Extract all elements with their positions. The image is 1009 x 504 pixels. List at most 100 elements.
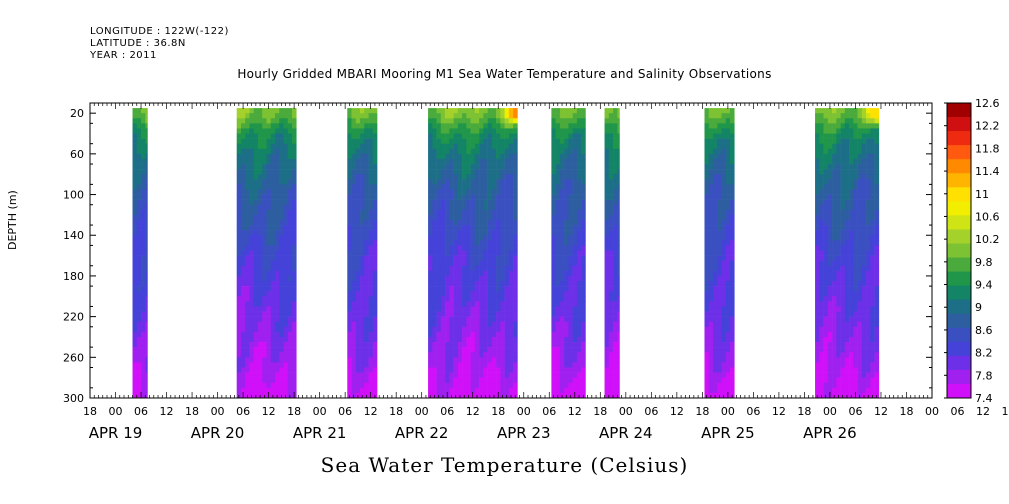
heatmap-cell bbox=[270, 301, 276, 307]
heatmap-cell bbox=[266, 214, 272, 221]
heatmap-cell bbox=[249, 336, 255, 343]
heatmap-cell bbox=[457, 209, 463, 216]
heatmap-cell bbox=[823, 291, 829, 297]
heatmap-cell bbox=[504, 275, 510, 282]
heatmap-cell bbox=[608, 326, 614, 333]
heatmap-cell bbox=[853, 240, 858, 246]
heatmap-cell bbox=[253, 260, 259, 267]
heatmap-cell bbox=[483, 372, 488, 378]
heatmap-cell bbox=[555, 306, 561, 312]
heatmap-cell bbox=[496, 204, 501, 211]
heatmap-cell bbox=[617, 372, 620, 378]
heatmap-cell bbox=[551, 336, 556, 343]
heatmap-cell bbox=[487, 164, 493, 170]
heatmap-cell bbox=[496, 138, 501, 144]
heatmap-cell bbox=[257, 153, 263, 160]
heatmap-cell bbox=[513, 128, 518, 134]
heatmap-cell bbox=[145, 336, 148, 343]
heatmap-cell bbox=[141, 275, 146, 282]
heatmap-cell bbox=[844, 184, 850, 190]
heatmap-cell bbox=[266, 362, 272, 368]
heatmap-cell bbox=[487, 143, 493, 150]
heatmap-cell bbox=[436, 347, 442, 353]
heatmap-cell bbox=[866, 194, 871, 200]
heatmap-cell bbox=[257, 275, 263, 282]
heatmap-cell bbox=[351, 143, 357, 150]
heatmap-cell bbox=[240, 164, 246, 170]
heatmap-cell bbox=[559, 270, 565, 277]
heatmap-cell bbox=[581, 184, 586, 190]
heatmap-cell bbox=[559, 219, 565, 226]
heatmap-cell bbox=[853, 194, 858, 200]
heatmap-cell bbox=[440, 275, 446, 282]
heatmap-cell bbox=[347, 316, 352, 323]
heatmap-cell bbox=[487, 347, 493, 353]
heatmap-cell bbox=[513, 194, 518, 200]
heatmap-cell bbox=[462, 245, 467, 251]
heatmap-cell bbox=[840, 209, 846, 216]
heatmap-cell bbox=[453, 286, 459, 292]
heatmap-cell bbox=[445, 158, 450, 165]
heatmap-cell bbox=[827, 316, 833, 323]
heatmap-cell bbox=[479, 367, 484, 373]
heatmap-cell bbox=[721, 123, 727, 129]
heatmap-cell bbox=[712, 225, 718, 231]
heatmap-cell bbox=[853, 301, 858, 307]
heatmap-cell bbox=[372, 123, 378, 129]
heatmap-cell bbox=[436, 174, 442, 180]
heatmap-cell bbox=[840, 316, 846, 323]
heatmap-cell bbox=[617, 158, 620, 165]
heatmap-cell bbox=[725, 209, 731, 216]
heatmap-cell bbox=[368, 301, 374, 307]
heatmap-cell bbox=[870, 235, 875, 241]
heatmap-cell bbox=[236, 123, 242, 129]
heatmap-cell bbox=[508, 377, 514, 384]
heatmap-cell bbox=[351, 204, 357, 211]
heatmap-cell bbox=[483, 301, 488, 307]
heatmap-cell bbox=[819, 153, 824, 160]
heatmap-cell bbox=[457, 148, 463, 155]
heatmap-cell bbox=[141, 311, 146, 317]
heatmap-cell bbox=[141, 189, 146, 195]
heatmap-cell bbox=[576, 179, 582, 185]
heatmap-cell bbox=[283, 316, 289, 323]
heatmap-cell bbox=[717, 143, 722, 150]
heatmap-cell bbox=[712, 158, 718, 165]
heatmap-cell bbox=[572, 153, 578, 160]
heatmap-cell bbox=[496, 286, 501, 292]
heatmap-cell bbox=[132, 367, 138, 373]
heatmap-cell bbox=[708, 179, 714, 185]
heatmap-cell bbox=[466, 245, 471, 251]
heatmap-cell bbox=[857, 352, 863, 358]
heatmap-cell bbox=[866, 336, 871, 343]
heatmap-cell bbox=[347, 113, 352, 119]
heatmap-cell bbox=[462, 306, 467, 312]
heatmap-cell bbox=[866, 362, 871, 368]
heatmap-cell bbox=[832, 362, 837, 368]
heatmap-cell bbox=[617, 326, 620, 333]
heatmap-cell bbox=[866, 347, 871, 353]
heatmap-cell bbox=[132, 199, 138, 206]
heatmap-cell bbox=[608, 143, 614, 150]
heatmap-cell bbox=[717, 311, 722, 317]
heatmap-cell bbox=[874, 326, 880, 333]
heatmap-cell bbox=[136, 225, 142, 231]
heatmap-cell bbox=[136, 342, 142, 348]
heatmap-cell bbox=[608, 133, 614, 139]
heatmap-cell bbox=[853, 204, 858, 211]
heatmap-cell bbox=[483, 148, 488, 155]
heatmap-cell bbox=[844, 367, 850, 373]
heatmap-cell bbox=[704, 342, 710, 348]
heatmap-cell bbox=[568, 265, 573, 272]
heatmap-cell bbox=[555, 174, 561, 180]
heatmap-cell bbox=[500, 128, 505, 134]
heatmap-cell bbox=[844, 230, 850, 236]
heatmap-cell bbox=[355, 377, 361, 384]
heatmap-cell bbox=[704, 184, 710, 190]
heatmap-cell bbox=[470, 387, 476, 394]
heatmap-cell bbox=[708, 189, 714, 195]
heatmap-cell bbox=[440, 214, 446, 221]
heatmap-cell bbox=[360, 265, 365, 272]
heatmap-cell bbox=[572, 189, 578, 195]
heatmap-cell bbox=[823, 108, 829, 114]
